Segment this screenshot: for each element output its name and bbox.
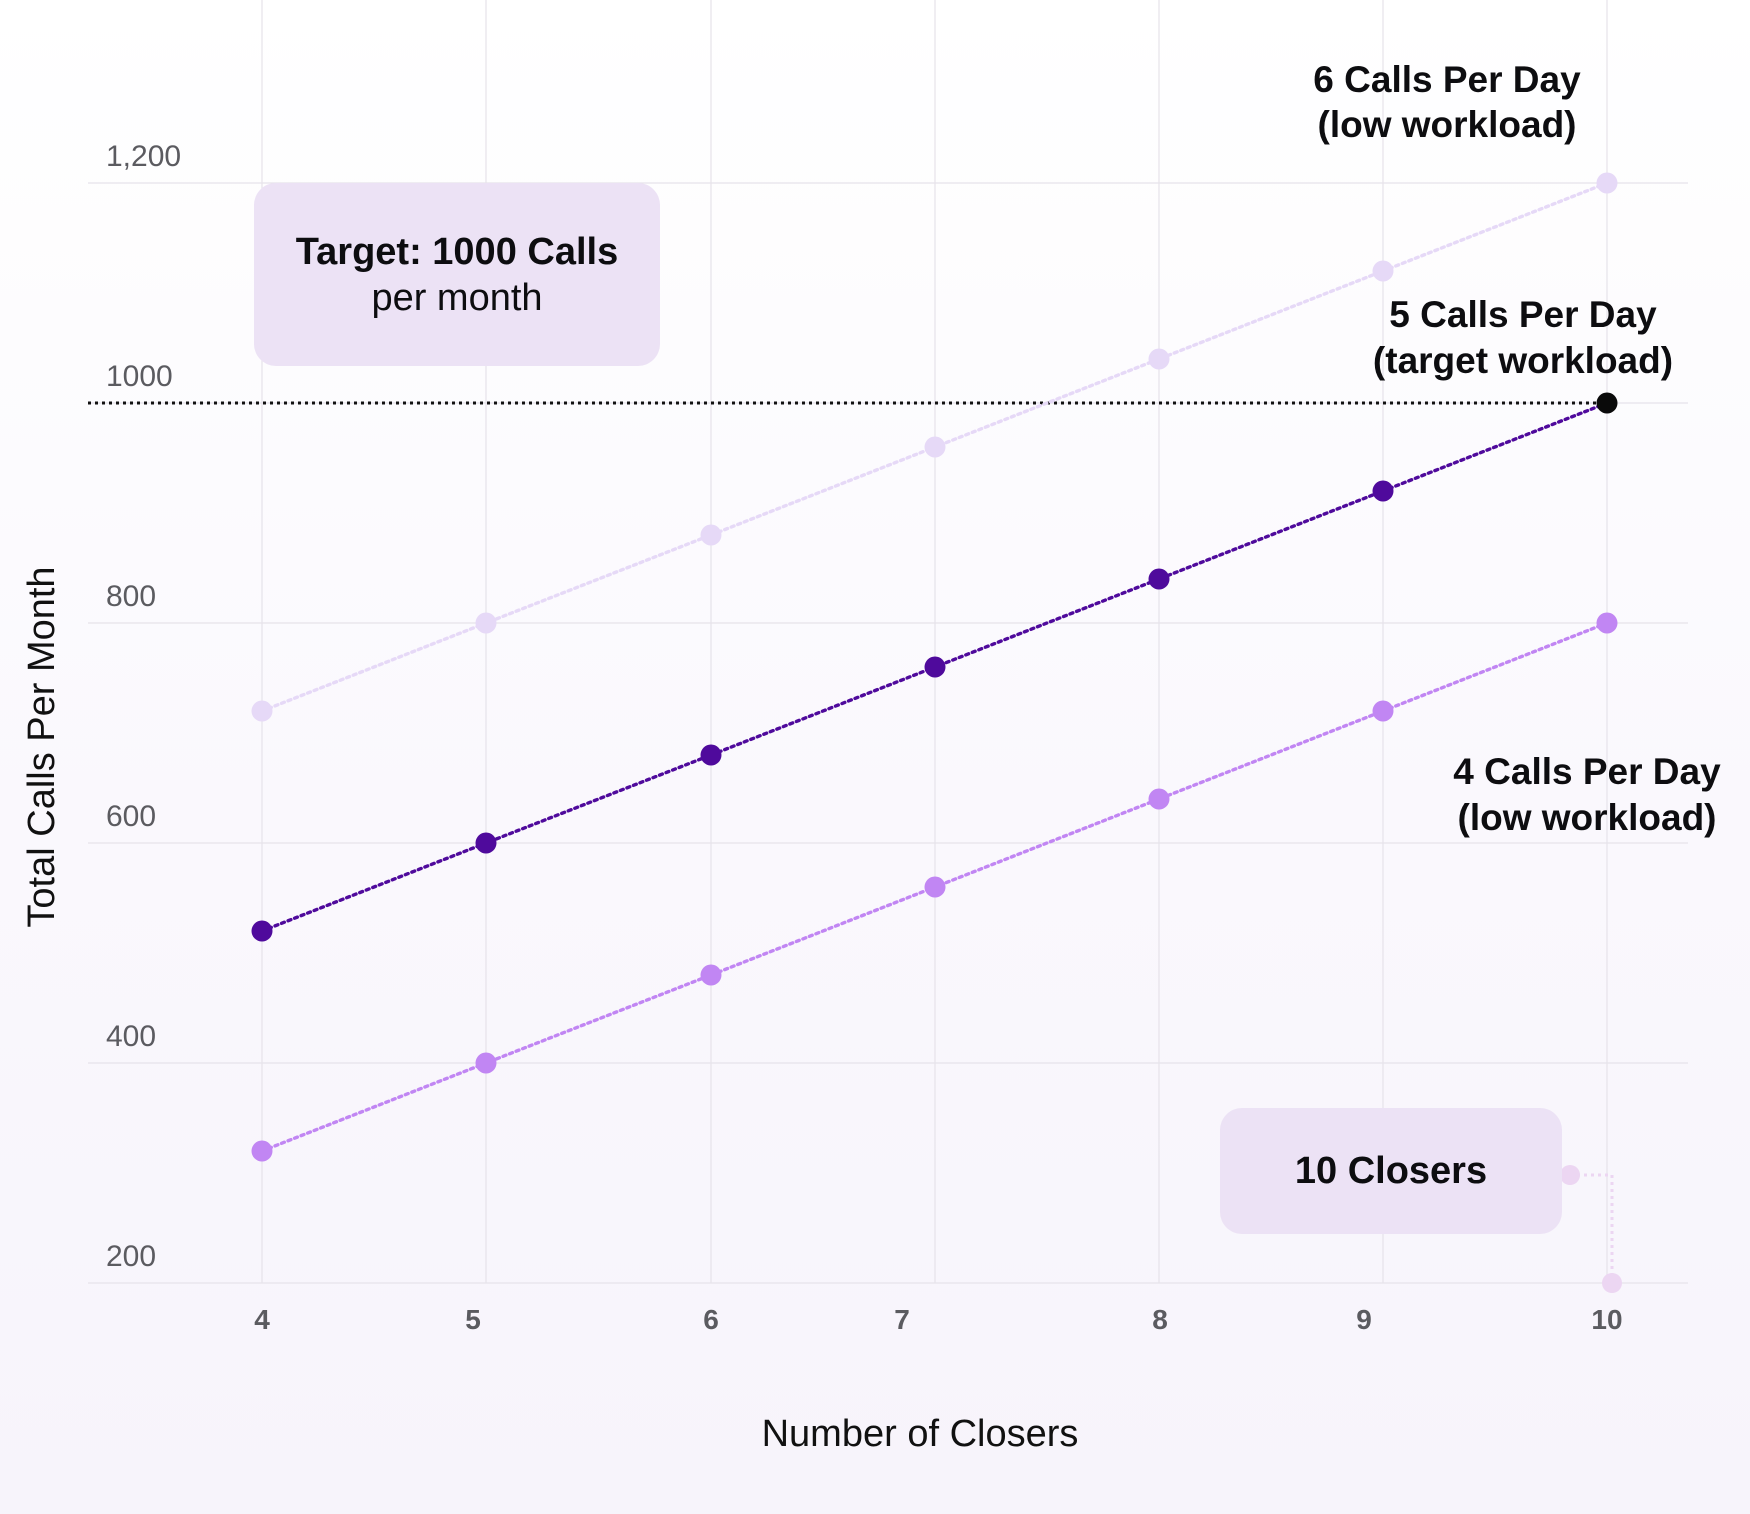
- series-point-five-7: [924, 656, 946, 678]
- y-tick-label-200: 200: [106, 1240, 156, 1273]
- series-point-five-10: [1596, 392, 1618, 414]
- x-axis-title: Number of Closers: [762, 1413, 1079, 1455]
- series-point-five-6: [700, 744, 722, 766]
- y-axis-title: Total Calls Per Month: [21, 566, 63, 927]
- closers-callout-label: 10 Closers: [1294, 1149, 1488, 1192]
- series-point-five-4: [251, 920, 273, 942]
- x-tick-label-5: 5: [465, 1304, 481, 1335]
- series-point-four-4: [251, 1140, 273, 1162]
- x-tick-label-8: 8: [1152, 1304, 1168, 1335]
- x-tick-label-9: 9: [1356, 1304, 1372, 1335]
- y-tick-label-800: 800: [106, 580, 156, 613]
- target-callout: Target: 1000 Calls per month: [254, 183, 660, 366]
- series-point-four-6: [700, 964, 722, 986]
- x-tick-label-4: 4: [254, 1304, 270, 1335]
- series-point-four-7: [924, 876, 946, 898]
- series-point-four-9: [1372, 700, 1394, 722]
- series-point-four-8: [1148, 788, 1170, 810]
- series-point-six-5: [475, 612, 497, 634]
- axis-layer: 200 400 600 800 1000 1,200 4 5 6 7 8 9 10: [106, 140, 1623, 1335]
- series-point-six-7: [924, 436, 946, 458]
- y-tick-label-400: 400: [106, 1020, 156, 1053]
- series-point-four-5: [475, 1052, 497, 1074]
- series-label-six-line2: (low workload): [1318, 104, 1577, 145]
- x-tick-label-10: 10: [1591, 1304, 1622, 1335]
- x-tick-label-6: 6: [703, 1304, 719, 1335]
- series-layer: [251, 172, 1618, 1162]
- callout-connector-layer: [1560, 1165, 1622, 1293]
- closers-connector-end-dot: [1602, 1273, 1622, 1293]
- series-point-six-4: [251, 700, 273, 722]
- series-point-five-9: [1372, 480, 1394, 502]
- series-point-six-8: [1148, 348, 1170, 370]
- target-callout-subtitle: per month: [371, 276, 543, 319]
- y-tick-label-1000: 1000: [106, 360, 173, 393]
- series-point-four-10: [1596, 612, 1618, 634]
- series-label-four-line2: (low workload): [1458, 797, 1717, 838]
- series-point-six-9: [1372, 260, 1394, 282]
- y-tick-label-600: 600: [106, 800, 156, 833]
- series-label-four-line1: 4 Calls Per Day: [1453, 751, 1721, 792]
- closers-connector-line: [1570, 1173, 1614, 1283]
- series-label-five-line1: 5 Calls Per Day: [1389, 294, 1657, 335]
- target-callout-title: Target: 1000 Calls: [295, 230, 619, 273]
- closers-callout: 10 Closers: [1220, 1108, 1562, 1234]
- series-point-five-8: [1148, 568, 1170, 590]
- series-label-layer: 6 Calls Per Day (low workload) 5 Calls P…: [1313, 59, 1721, 838]
- closers-connector-start-dot: [1560, 1165, 1580, 1185]
- y-tick-label-1200: 1,200: [106, 140, 181, 173]
- x-tick-label-7: 7: [894, 1304, 910, 1335]
- series-point-six-10: [1596, 172, 1618, 194]
- series-point-six-6: [700, 524, 722, 546]
- series-label-five-line2: (target workload): [1373, 340, 1673, 381]
- series-label-six-line1: 6 Calls Per Day: [1313, 59, 1581, 100]
- series-point-five-5: [475, 832, 497, 854]
